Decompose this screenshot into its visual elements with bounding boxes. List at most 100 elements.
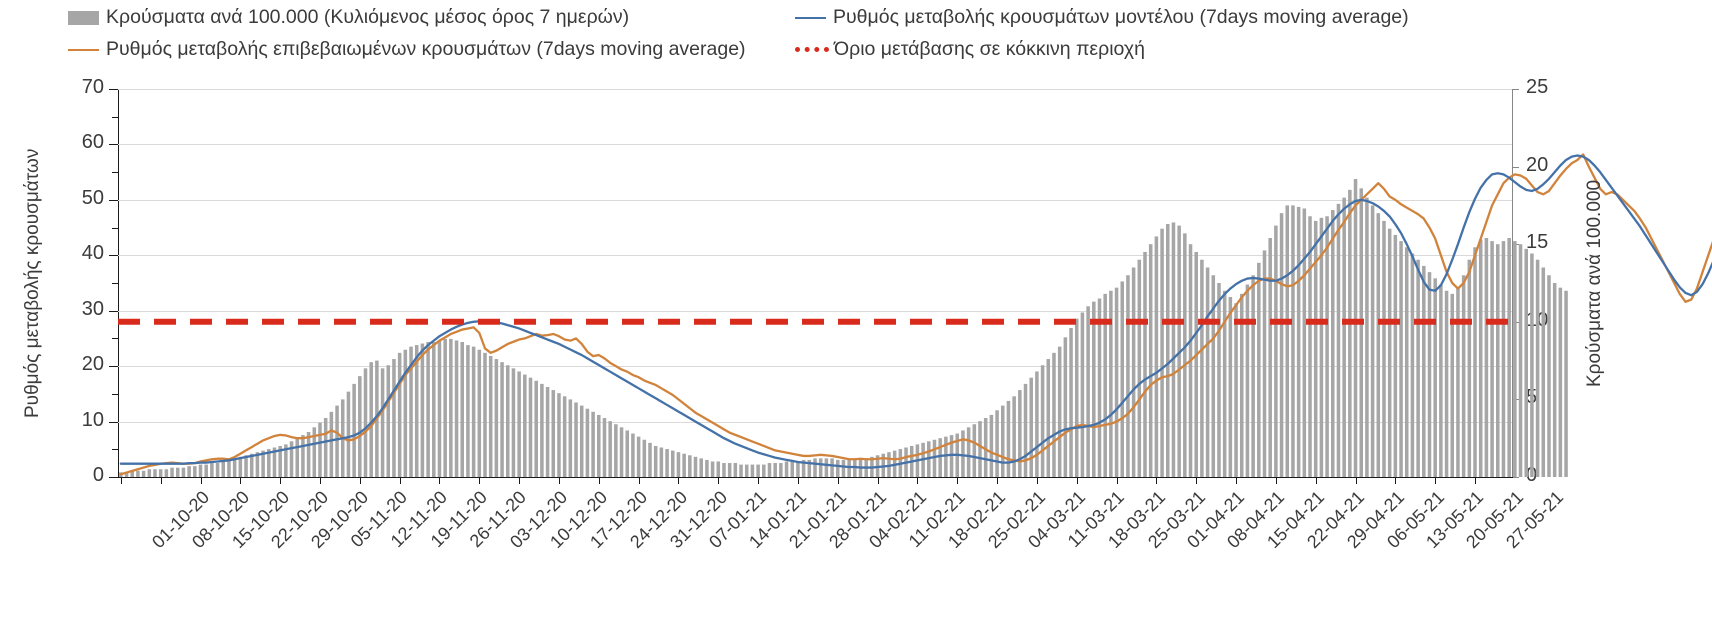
bar [1131,267,1136,477]
bar [1171,222,1176,477]
bar [818,458,823,477]
legend-item-threshold: Όριο μετάβασης σε κόκκινη περιοχή [795,38,1145,61]
y-axis-left-tick [112,227,118,229]
bar [1217,283,1221,477]
x-axis-tick [1076,477,1078,484]
bar [1268,237,1272,477]
y-axis-left-label: 0 [92,464,104,486]
bar [1365,197,1369,477]
bar [1501,241,1506,477]
y-axis-left-tick [112,172,118,174]
bar [1547,275,1551,477]
bar [420,343,425,477]
bar [1285,205,1290,477]
x-axis-tick [718,477,720,484]
x-axis-tick [558,477,560,484]
bar [500,362,504,477]
bar [841,459,846,477]
bar [579,405,584,477]
y-axis-left-tick [112,338,118,340]
bar [642,439,647,477]
bar [153,469,157,477]
bar [688,455,692,477]
bar [1313,220,1318,478]
y-axis-left-tick [109,310,118,312]
y-axis-left-tick [109,421,118,423]
bar [295,438,299,477]
bar [221,461,226,477]
bar [790,461,795,477]
bar [824,458,829,477]
bar [255,452,260,477]
gridline [118,89,1512,90]
bar [1422,265,1426,477]
x-axis-tick [837,477,839,484]
y-axis-left-tick [109,477,118,478]
bar [1484,237,1489,477]
x-axis-tick [240,477,242,484]
bar [193,466,197,477]
bar [978,421,982,477]
bar [1222,290,1227,477]
bar [1399,241,1403,477]
bar [733,463,738,477]
bar [1086,306,1090,477]
bar [1245,284,1250,477]
bar [210,463,214,477]
bar [1035,371,1039,477]
x-axis-line [118,477,1513,478]
bar [739,464,743,477]
bar [1376,213,1381,477]
bar [1564,290,1568,477]
bar [716,461,721,477]
bar [204,464,208,477]
bar [807,459,812,477]
x-axis-tick [120,477,122,484]
bar [1404,247,1409,477]
bar [534,380,538,477]
bar [329,411,334,477]
x-axis-tick [917,477,919,484]
bar [215,463,220,477]
bar [1274,225,1278,477]
bar [284,444,288,477]
bar [813,458,817,477]
x-axis-tick [1156,477,1158,484]
y-axis-left-tick [112,116,118,118]
bar [1416,259,1420,477]
y-axis-left-tick [109,199,118,201]
bar [198,464,203,477]
gridline [118,421,1512,423]
dashed-line-swatch-icon [795,47,829,52]
bar [625,430,629,477]
x-axis-tick [160,477,162,484]
bar [648,442,652,477]
bar-swatch-icon [68,10,99,25]
bar [636,436,641,477]
bar [306,431,311,477]
line-swatch-orange-icon [68,48,99,51]
bar [301,435,305,477]
bar [773,463,777,477]
bar [1336,203,1341,477]
x-axis-tick [399,477,401,484]
bar [488,355,493,477]
bar [1194,251,1198,477]
bar [1251,275,1255,477]
bar [1461,275,1466,477]
bar [1205,267,1210,477]
bar [335,405,339,477]
bar [949,435,954,477]
line-series-confirmed [119,153,1712,476]
bar [380,368,385,477]
bar [517,371,521,477]
y-axis-left-label: 30 [81,297,104,320]
bar [597,414,601,477]
bar [528,377,533,477]
bar [136,470,140,477]
bar [386,365,391,477]
bar [1456,287,1460,477]
bar [432,341,436,477]
bar [1069,328,1073,477]
